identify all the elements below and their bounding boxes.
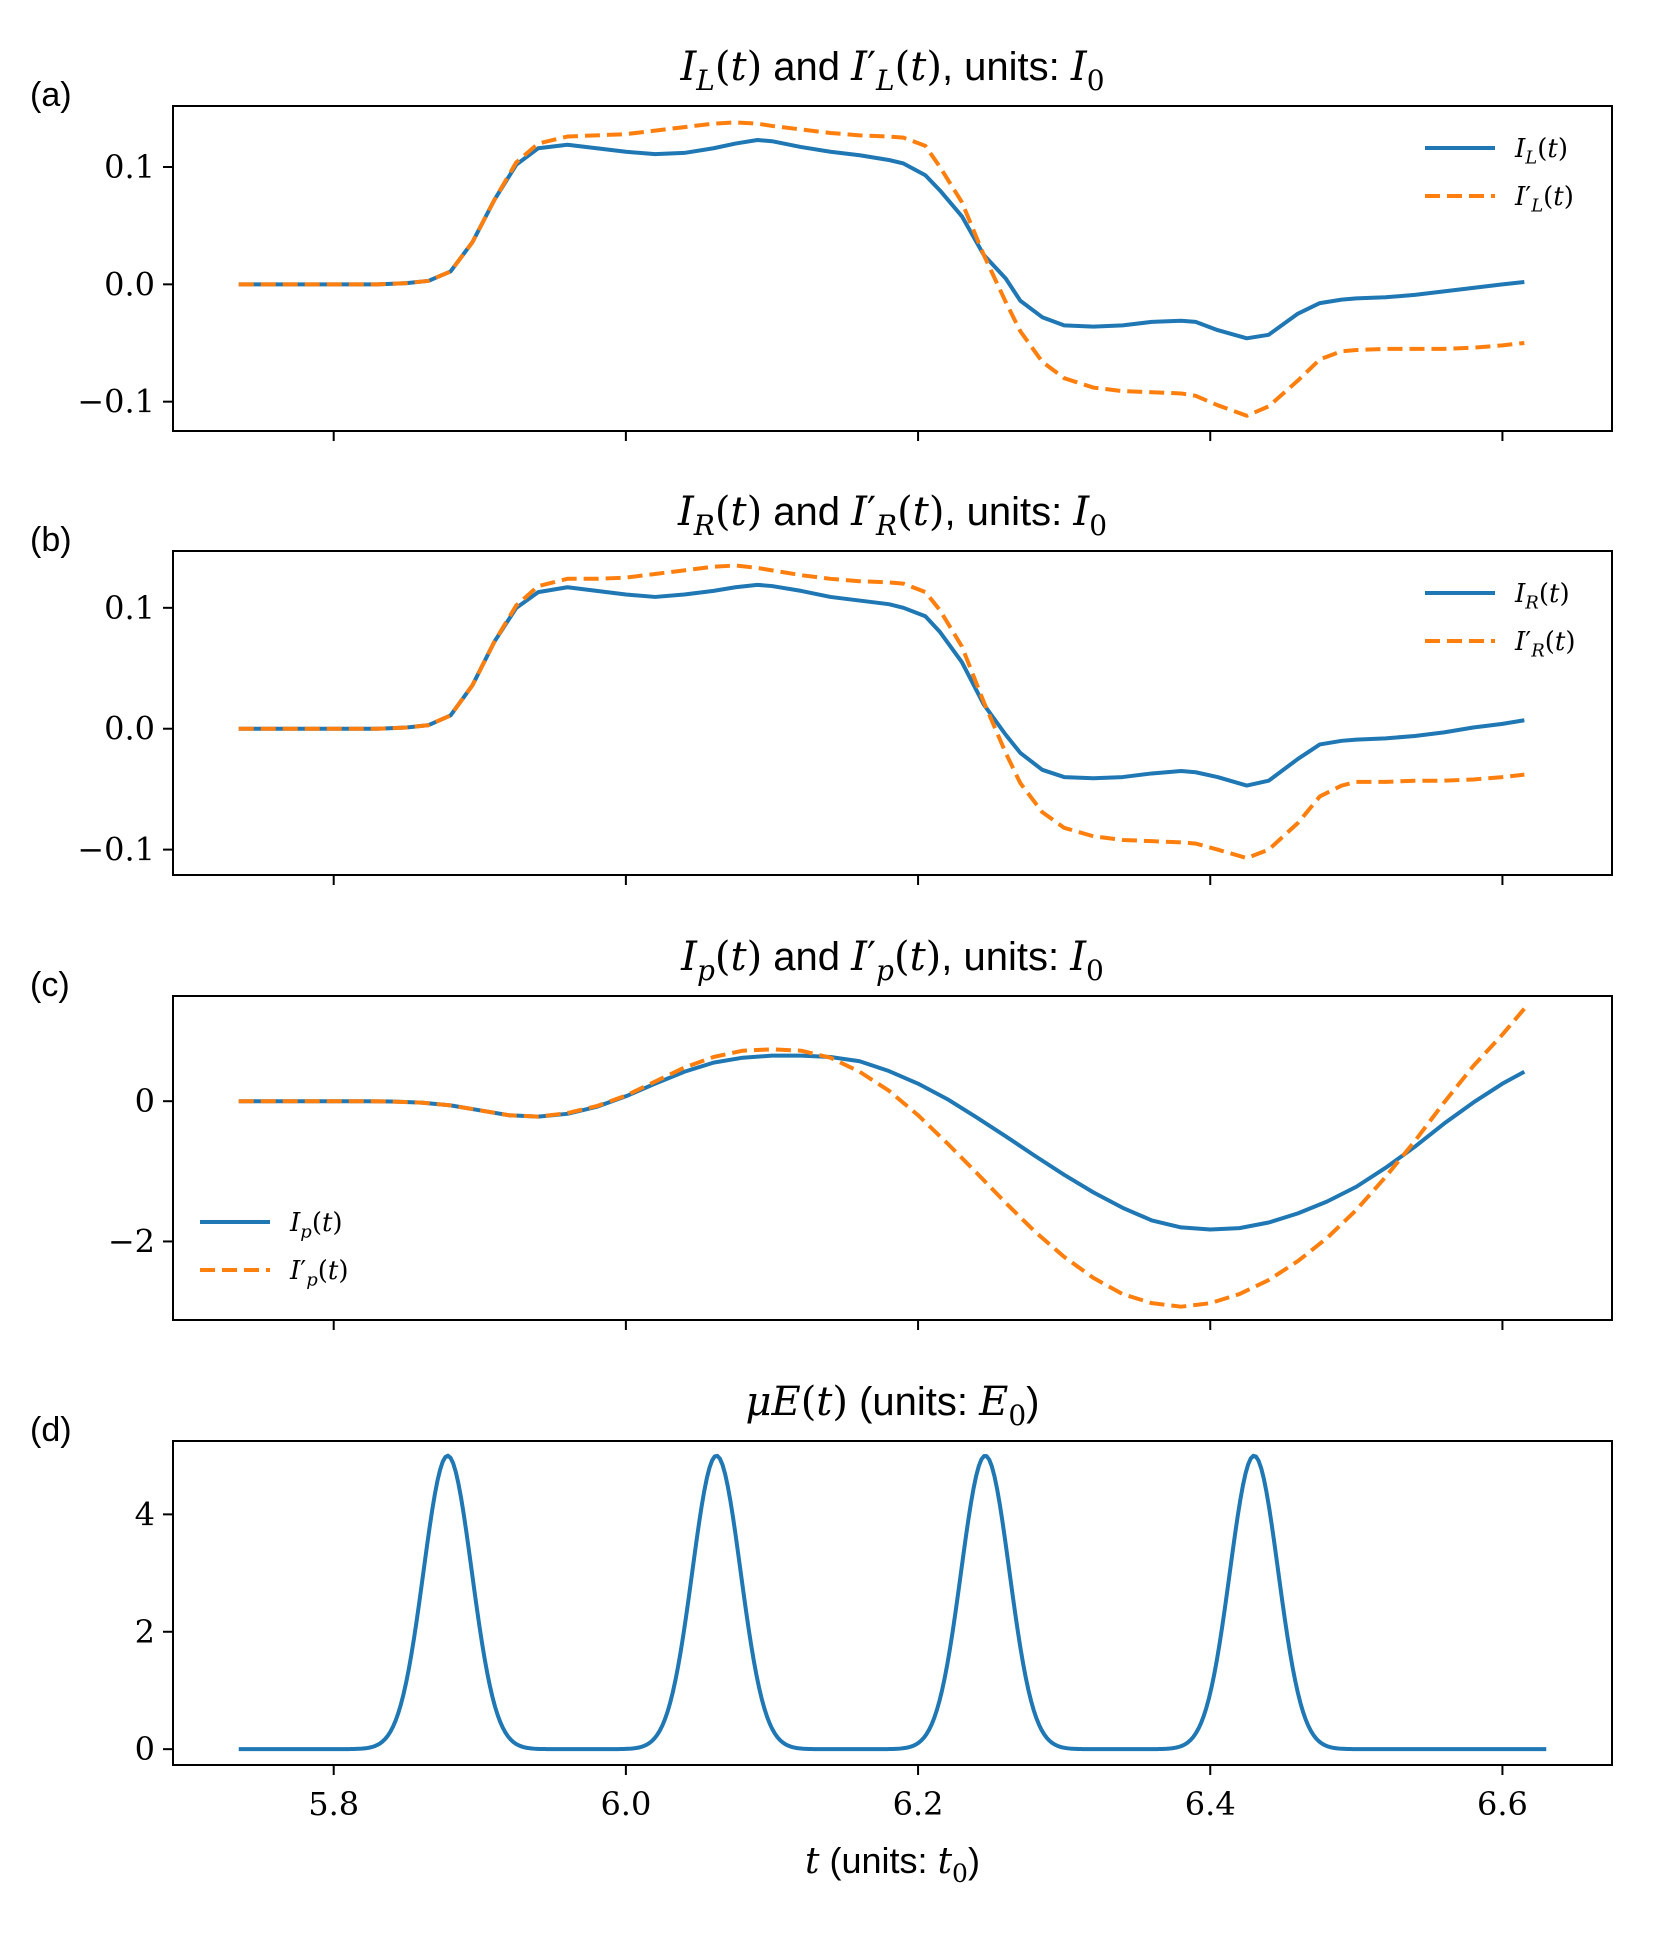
panel-a-axes-frame [172,105,1613,432]
panel-d-xtick-label-3: 6.2 [893,1785,944,1823]
panel-d-label: (d) [30,1411,72,1449]
panel-c-label: (c) [30,966,70,1004]
panel-d-axes-frame [172,1440,1613,1766]
panel-c-axes-frame [172,995,1613,1321]
panel-c-series-2-line [238,1007,1526,1309]
panel-c-plot-area [238,1007,1526,1309]
panel-a-legend-label-1: IL(t) [1514,134,1568,169]
panel-c-legend-label-1: Ip(t) [289,1208,343,1243]
panel-c-legend-label-2: I′p(t) [289,1256,348,1291]
panel-d-xtick-label-4: 6.4 [1185,1785,1236,1823]
panel-b-title: IR(t) and I′R(t), units: I0 [677,489,1107,542]
panel-b-ytick-label-1: 0.1 [104,589,155,627]
panel-a-ytick-label-1: 0.1 [104,148,155,186]
panel-d-title: μE(t) (units: E0) [745,1379,1039,1432]
panel-b-axes-frame [172,550,1613,876]
panel-d-plot-area [238,1453,1547,1752]
panel-b-series-1-line [238,582,1525,788]
panel-b-legend-label-2: I′R(t) [1514,627,1576,662]
panel-c-title: Ip(t) and I′p(t), units: I0 [680,934,1104,987]
panel-d-ytick-label-3: 4 [135,1495,155,1533]
panel-b-series-2-line [238,563,1525,861]
panel-b-legend-label-1: IR(t) [1514,579,1570,614]
panel-d-xtick-label-2: 6.0 [600,1785,651,1823]
panel-a-ytick-label-3: −0.1 [77,383,155,421]
panel-b-ytick-label-3: −0.1 [77,831,155,869]
panel-a: IL(t) and I′L(t), units: I0 (a) 0.1 0.0 −0.1… [30,44,1613,441]
panel-b-label: (b) [30,521,72,559]
panel-d-ytick-label-1: 0 [135,1730,155,1768]
panel-d-ytick-label-2: 2 [135,1613,155,1651]
panel-b: IR(t) and I′R(t), units: I0 (b) 0.1 0.0 −0.1… [30,489,1613,885]
panel-a-series-2-line [238,120,1525,418]
panel-b-plot-area [238,563,1525,861]
panel-a-title: IL(t) and I′L(t), units: I0 [679,44,1104,97]
panel-a-label: (a) [30,76,72,114]
panel-c-series-1-line [238,1053,1526,1232]
panel-b-ytick-label-2: 0.0 [104,710,155,748]
panel-d-xtick-label-5: 6.6 [1477,1785,1528,1823]
panel-c: Ip(t) and I′p(t), units: I0 (c) 0 −2 Ip(t) I′… [30,934,1613,1330]
panel-d-series-1-line [238,1453,1547,1752]
panel-a-plot-area [238,120,1525,418]
panel-d: μE(t) (units: E0) (d) 5.8 6.0 6.2 6.4 6.6 0 2 4 t … [30,1379,1613,1888]
panel-a-series-1-line [238,138,1525,341]
panel-c-ytick-label-1: 0 [135,1082,155,1120]
x-axis-label: t (units: t0) [805,1840,980,1888]
panel-a-legend-label-2: I′L(t) [1514,182,1574,217]
panel-d-xtick-label-1: 5.8 [308,1785,359,1823]
panel-a-ytick-label-2: 0.0 [104,265,155,303]
panel-c-ytick-label-2: −2 [108,1222,155,1260]
